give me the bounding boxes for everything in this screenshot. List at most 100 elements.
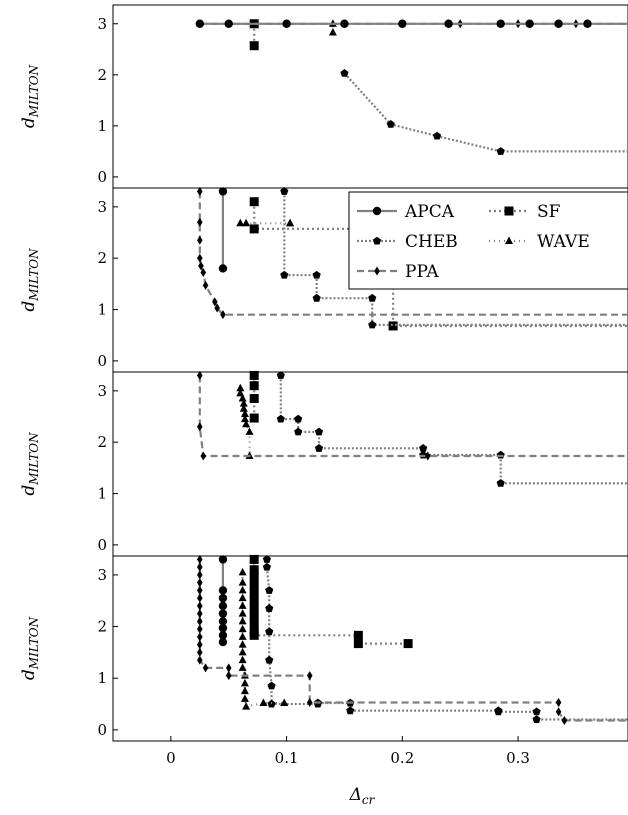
data-point: [262, 562, 272, 571]
data-point: [249, 572, 259, 582]
legend-marker: [505, 236, 513, 244]
data-point: [368, 293, 377, 302]
data-point: [242, 419, 251, 428]
data-point: [249, 554, 259, 564]
x-axis-label: Δcr: [349, 785, 376, 807]
legend-box: [348, 191, 628, 290]
data-point: [554, 19, 563, 28]
data-point: [249, 603, 259, 613]
data-point: [238, 593, 247, 602]
data-point: [218, 187, 228, 196]
data-point: [200, 268, 207, 278]
y-tick-label: 3: [97, 566, 107, 584]
series-ppa-panel-4: [196, 554, 628, 726]
legend-label: WAVE: [537, 232, 590, 252]
legend-marker: [504, 206, 514, 216]
series-cheb-panel-1: [340, 68, 628, 155]
data-point: [218, 601, 228, 611]
data-point: [224, 19, 233, 28]
y-axis-label: dMILTON: [19, 616, 41, 680]
x-tick-label: 0.1: [275, 749, 299, 767]
data-point: [196, 570, 203, 580]
data-point: [218, 617, 228, 626]
series-wave-panel-4: [238, 567, 289, 710]
data-point: [195, 19, 204, 28]
y-axis-label: dMILTON: [19, 248, 41, 312]
x-tick-label: 0.3: [506, 749, 530, 767]
y-tick-label: 3: [97, 382, 107, 400]
legend-entry-wave: WAVE: [489, 232, 590, 252]
data-point: [238, 632, 247, 640]
data-point: [432, 131, 442, 140]
data-point: [238, 616, 247, 625]
series-line: [343, 72, 628, 153]
data-point: [583, 19, 592, 28]
data-point: [340, 68, 349, 77]
data-point: [249, 619, 259, 629]
data-point: [196, 186, 203, 196]
data-point: [196, 554, 203, 564]
data-point: [196, 616, 203, 626]
data-point: [496, 19, 505, 28]
data-point: [444, 19, 453, 28]
y-tick-label: 3: [97, 15, 107, 33]
data-point: [280, 698, 289, 706]
data-point: [242, 702, 251, 710]
data-point: [239, 399, 248, 407]
data-point: [200, 451, 207, 461]
data-point: [225, 663, 232, 673]
data-point: [239, 404, 248, 412]
y-tick-label: 0: [97, 168, 107, 186]
x-tick-label: 0.2: [390, 749, 414, 767]
data-point: [532, 715, 541, 723]
data-point: [276, 371, 285, 379]
data-point: [561, 716, 568, 726]
legend-entry-apca: APCA: [357, 202, 455, 222]
data-point: [265, 586, 274, 594]
data-point: [240, 414, 249, 423]
data-point: [294, 427, 303, 436]
series-apca-panel-1: [195, 19, 628, 28]
data-point: [240, 686, 249, 695]
data-point: [249, 580, 259, 590]
data-point: [280, 270, 289, 279]
data-point: [238, 655, 247, 664]
data-point: [245, 427, 254, 435]
data-point: [496, 147, 505, 155]
data-point: [196, 601, 203, 611]
data-point: [196, 585, 203, 595]
legend-entry-sf: SF: [489, 202, 561, 222]
data-point: [249, 565, 259, 575]
series-sf-panel-3: [249, 370, 259, 423]
series-line: [265, 559, 628, 721]
data-point: [238, 663, 247, 671]
y-axis-label: dMILTON: [19, 64, 41, 128]
y-tick-label: 1: [97, 485, 107, 503]
data-point: [238, 394, 247, 402]
data-point: [240, 409, 249, 417]
data-point: [196, 655, 203, 665]
legend-label: APCA: [404, 202, 455, 222]
axis-layer: 0 1 2 3 dMILTON 0 1 2 3 dMILTON 0 1 2 3 dMILTON 0 1 2 3 dMI…: [19, 15, 530, 807]
data-point: [218, 631, 228, 640]
y-tick-label: 3: [97, 198, 107, 216]
data-point: [249, 588, 259, 598]
data-point: [267, 681, 276, 690]
data-point: [202, 280, 209, 290]
panel-4-frame: [112, 555, 628, 742]
data-point: [220, 310, 226, 320]
legend-label: SF: [537, 202, 561, 222]
data-point: [419, 444, 428, 452]
data-point: [340, 19, 349, 28]
data-point: [196, 370, 203, 380]
data-point: [286, 218, 295, 227]
data-point: [198, 261, 204, 271]
y-tick-label: 0: [97, 536, 107, 554]
panels: [112, 4, 628, 742]
data-point: [196, 422, 203, 432]
series-layer: [195, 19, 628, 726]
y-tick-label: 2: [97, 66, 107, 84]
data-point: [218, 264, 228, 273]
data-point: [218, 593, 228, 603]
